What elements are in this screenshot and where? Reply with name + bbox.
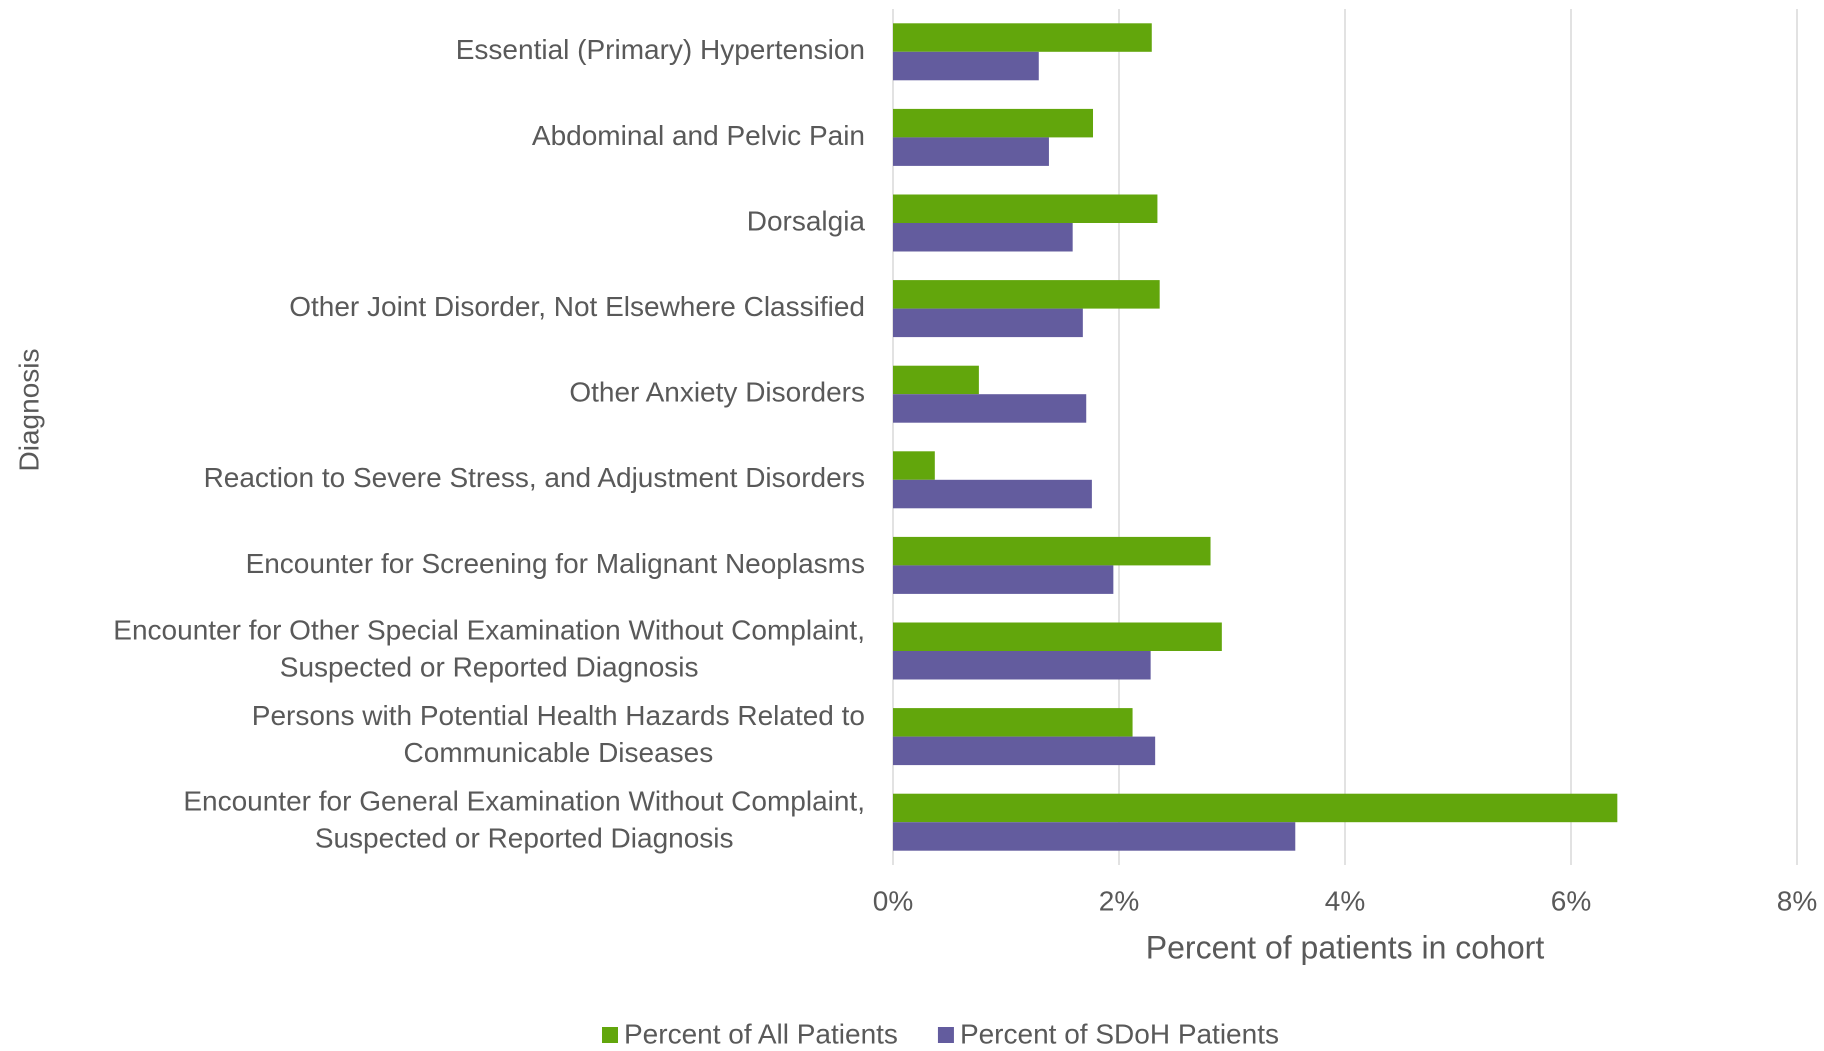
bar xyxy=(893,793,1618,823)
x-tick-label: 6% xyxy=(1551,885,1591,916)
bar xyxy=(893,394,1087,423)
bar xyxy=(893,479,1092,509)
y-tick-label: Abdominal and Pelvic Pain xyxy=(532,120,865,151)
bar xyxy=(893,308,1083,338)
y-tick-label: Dorsalgia xyxy=(747,205,866,236)
bar xyxy=(893,365,979,395)
legend-swatch xyxy=(937,1027,954,1043)
legend-swatch xyxy=(602,1027,618,1043)
label-line: Encounter for Other Special Examination … xyxy=(113,615,865,646)
y-tick-label: Encounter for Screening for Malignant Ne… xyxy=(246,548,865,579)
x-tick-label: 8% xyxy=(1777,885,1817,916)
legend-label: Percent of SDoH Patients xyxy=(960,1018,1279,1049)
y-tick-label: Encounter for Other Special Examination … xyxy=(113,615,865,683)
bar xyxy=(893,536,1211,566)
x-axis-label: Percent of patients in cohort xyxy=(1146,929,1545,965)
legend-label: Percent of All Patients xyxy=(624,1018,898,1049)
y-tick-label: Persons with Potential Health Hazards Re… xyxy=(252,700,865,768)
label-line: Suspected or Reported Diagnosis xyxy=(280,652,699,683)
label-line: Persons with Potential Health Hazards Re… xyxy=(252,700,865,731)
y-tick-label: Other Joint Disorder, Not Elsewhere Clas… xyxy=(289,291,865,322)
bar xyxy=(893,23,1152,52)
bar xyxy=(893,108,1094,138)
x-tick-label: 2% xyxy=(1099,885,1139,916)
y-tick-label: Other Anxiety Disorders xyxy=(569,377,865,408)
bar xyxy=(893,137,1049,166)
y-tick-label: Reaction to Severe Stress, and Adjustmen… xyxy=(204,462,865,493)
label-line: Encounter for General Examination Withou… xyxy=(183,786,865,817)
bar xyxy=(893,280,1160,309)
bar xyxy=(893,451,935,480)
bar xyxy=(893,736,1156,766)
bar xyxy=(893,708,1133,737)
x-tick-label: 4% xyxy=(1325,885,1365,916)
bar xyxy=(893,565,1114,594)
label-line: Communicable Diseases xyxy=(404,737,714,768)
bar xyxy=(893,194,1158,223)
bar xyxy=(893,51,1039,81)
label-line: Suspected or Reported Diagnosis xyxy=(315,823,734,854)
bar xyxy=(893,651,1151,680)
y-tick-label: Encounter for General Examination Withou… xyxy=(183,786,865,854)
x-tick-label: 0% xyxy=(873,885,913,916)
bar xyxy=(893,223,1073,252)
y-tick-label: Essential (Primary) Hypertension xyxy=(456,34,865,65)
bar xyxy=(893,622,1222,651)
y-axis-label: Diagnosis xyxy=(13,349,44,472)
bar xyxy=(893,822,1296,851)
